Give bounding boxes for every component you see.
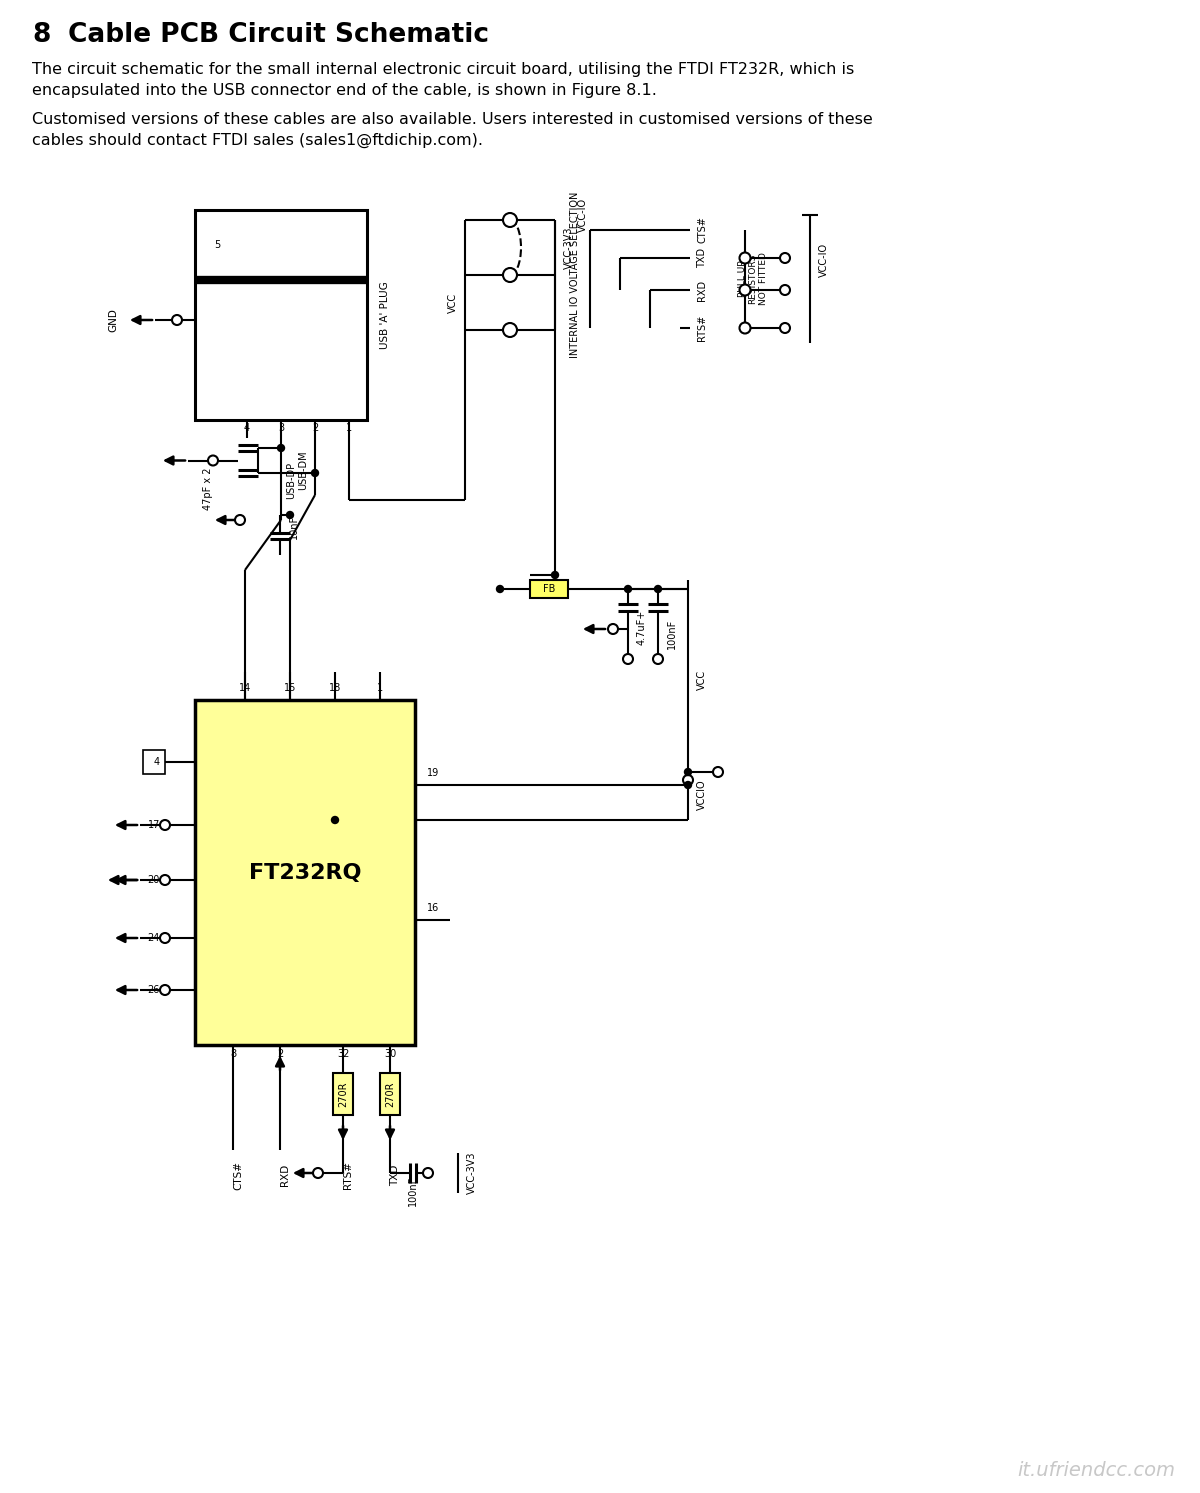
Text: GND: GND: [108, 308, 118, 331]
Circle shape: [172, 315, 182, 325]
Circle shape: [160, 820, 170, 830]
Bar: [380, 1073, 400, 1115]
Circle shape: [208, 455, 218, 466]
Text: USB-DM: USB-DM: [298, 451, 308, 490]
Circle shape: [424, 1168, 433, 1178]
Text: 26: 26: [148, 985, 160, 994]
Text: 3: 3: [278, 423, 284, 433]
Bar: [530, 579, 568, 599]
Circle shape: [623, 654, 634, 664]
Circle shape: [287, 512, 294, 518]
Circle shape: [503, 213, 517, 227]
Text: 16: 16: [427, 903, 439, 914]
Circle shape: [235, 515, 245, 526]
Text: 32: 32: [337, 1050, 349, 1059]
Text: 4: 4: [244, 423, 250, 433]
Circle shape: [684, 769, 691, 775]
Text: it.ufriendcc.com: it.ufriendcc.com: [1018, 1462, 1175, 1480]
Text: 19: 19: [427, 767, 439, 778]
Text: CTS#: CTS#: [697, 216, 707, 243]
Text: 18: 18: [329, 682, 341, 693]
Circle shape: [503, 269, 517, 282]
Text: VCCIO: VCCIO: [697, 779, 707, 811]
Text: FB: FB: [542, 584, 556, 594]
Text: 2: 2: [277, 1050, 283, 1059]
Text: VCC: VCC: [697, 670, 707, 690]
Text: VCC-IO: VCC-IO: [818, 243, 829, 278]
Text: 1: 1: [346, 423, 352, 433]
Text: USB 'A' PLUG: USB 'A' PLUG: [380, 281, 390, 349]
Text: 100nF: 100nF: [667, 620, 677, 649]
Text: 2: 2: [312, 423, 318, 433]
Circle shape: [780, 252, 790, 263]
Text: 15: 15: [284, 682, 296, 693]
Circle shape: [780, 285, 790, 296]
Text: 270R: 270R: [338, 1081, 348, 1106]
Bar: [194, 700, 415, 1045]
Text: 1: 1: [377, 682, 383, 693]
Circle shape: [654, 585, 661, 593]
Text: Cable PCB Circuit Schematic: Cable PCB Circuit Schematic: [68, 22, 490, 48]
Circle shape: [160, 875, 170, 885]
Text: FT232RQ: FT232RQ: [248, 863, 361, 882]
Bar: [143, 749, 166, 773]
Text: 5: 5: [214, 240, 220, 249]
Bar: [334, 1073, 353, 1115]
Text: USB-DP: USB-DP: [286, 461, 296, 499]
Circle shape: [683, 775, 694, 785]
Text: 17: 17: [148, 820, 160, 830]
Circle shape: [503, 322, 517, 337]
Text: 270R: 270R: [385, 1081, 395, 1106]
Circle shape: [331, 817, 338, 824]
Text: 4: 4: [154, 757, 160, 767]
Circle shape: [313, 1168, 323, 1178]
Circle shape: [739, 322, 750, 333]
Text: 100nF: 100nF: [408, 1176, 418, 1206]
Circle shape: [608, 624, 618, 635]
Text: The circuit schematic for the small internal electronic circuit board, utilising: The circuit schematic for the small inte…: [32, 63, 854, 99]
Text: 24: 24: [148, 933, 160, 944]
Text: 30: 30: [384, 1050, 396, 1059]
Circle shape: [739, 285, 750, 296]
Text: VCC-3V3: VCC-3V3: [467, 1151, 478, 1194]
Circle shape: [277, 445, 284, 451]
Circle shape: [497, 585, 504, 593]
Circle shape: [160, 933, 170, 944]
Text: 14: 14: [239, 682, 251, 693]
Text: CTS#: CTS#: [233, 1160, 242, 1190]
Text: RTS#: RTS#: [343, 1162, 353, 1188]
Text: RTS#: RTS#: [697, 315, 707, 340]
Text: Customised versions of these cables are also available. Users interested in cust: Customised versions of these cables are …: [32, 112, 872, 148]
Circle shape: [312, 469, 318, 476]
Text: RXD: RXD: [697, 279, 707, 300]
Bar: [194, 211, 367, 420]
Text: INTERNAL IO VOLTAGE SELECTION: INTERNAL IO VOLTAGE SELECTION: [570, 191, 580, 358]
Circle shape: [780, 322, 790, 333]
Text: 20: 20: [148, 875, 160, 885]
Circle shape: [739, 252, 750, 263]
Circle shape: [713, 767, 722, 776]
Text: TXD: TXD: [390, 1165, 400, 1185]
Circle shape: [684, 781, 691, 788]
Text: VCC-3V3: VCC-3V3: [564, 227, 574, 269]
Text: RXD: RXD: [280, 1165, 290, 1185]
Text: 10nF: 10nF: [289, 515, 299, 539]
Text: 47pF x 2: 47pF x 2: [203, 467, 214, 509]
Text: 8: 8: [32, 22, 50, 48]
Circle shape: [552, 572, 558, 578]
Text: VCC-IO: VCC-IO: [578, 199, 588, 231]
Text: 8: 8: [230, 1050, 236, 1059]
Text: TXD: TXD: [697, 248, 707, 269]
Text: VCC: VCC: [448, 293, 458, 312]
Circle shape: [624, 585, 631, 593]
Circle shape: [653, 654, 662, 664]
Text: 4.7uF+: 4.7uF+: [637, 609, 647, 645]
Circle shape: [160, 985, 170, 994]
Text: PULL UP
RESISTORS
NOT FITTED: PULL UP RESISTORS NOT FITTED: [738, 252, 768, 306]
